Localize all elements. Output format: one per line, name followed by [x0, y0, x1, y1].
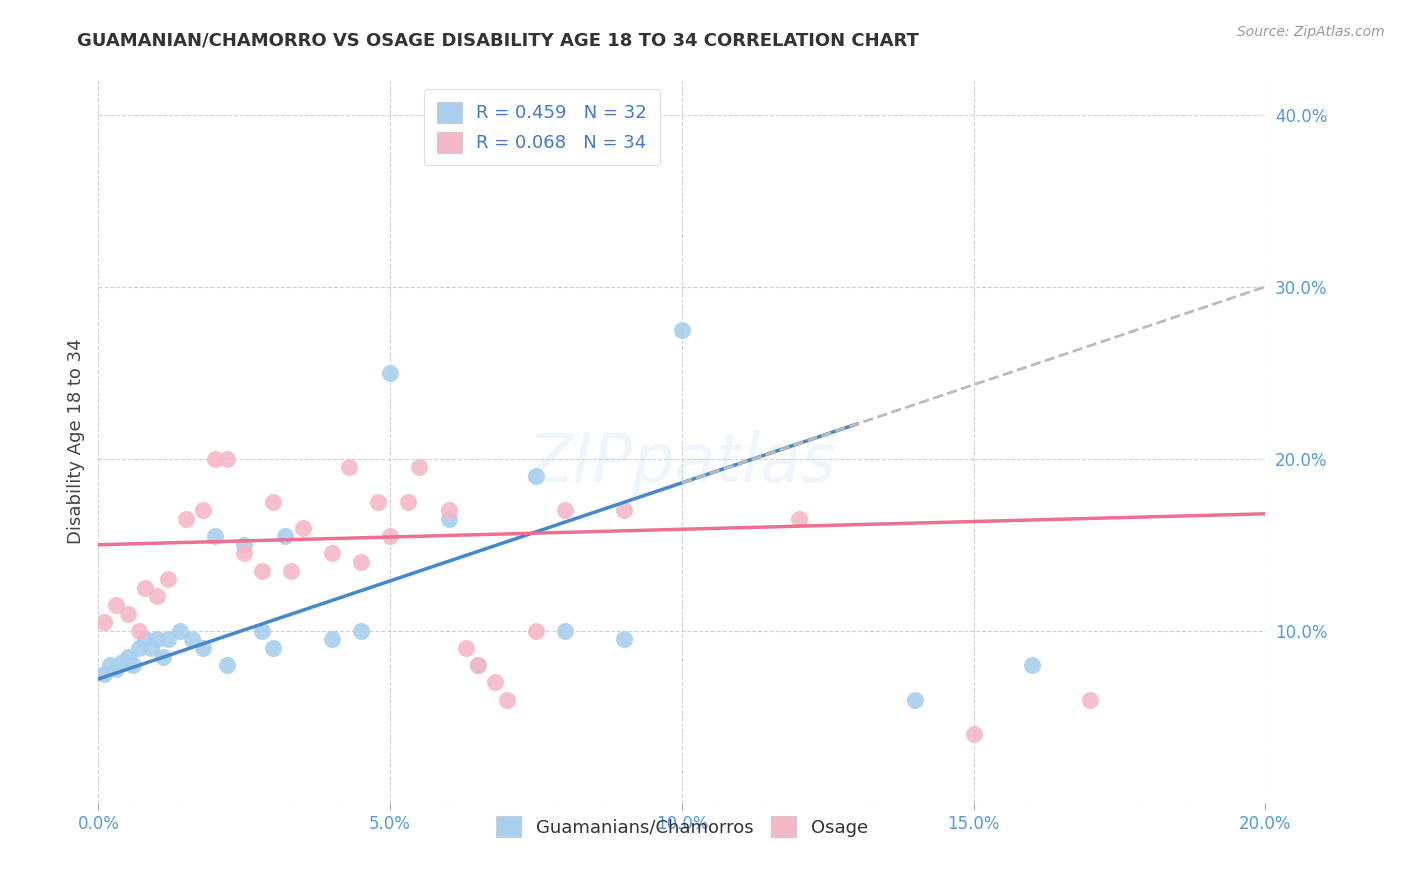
Point — [380, 366, 402, 380]
Point — [396, 494, 419, 508]
Point — [193, 640, 215, 655]
Point — [437, 512, 460, 526]
Point — [204, 451, 226, 466]
Point — [904, 692, 927, 706]
Point — [169, 624, 191, 638]
Point — [408, 460, 430, 475]
Point — [350, 624, 373, 638]
Point — [437, 503, 460, 517]
Point — [104, 598, 127, 612]
Text: Source: ZipAtlas.com: Source: ZipAtlas.com — [1237, 25, 1385, 39]
Point — [612, 632, 634, 647]
Point — [93, 615, 115, 630]
Point — [496, 692, 519, 706]
Point — [321, 632, 343, 647]
Point — [524, 624, 547, 638]
Point — [1080, 692, 1102, 706]
Point — [233, 546, 256, 560]
Point — [467, 658, 489, 673]
Point — [554, 503, 576, 517]
Point — [117, 649, 139, 664]
Point — [233, 538, 256, 552]
Point — [128, 640, 150, 655]
Point — [1021, 658, 1043, 673]
Point — [146, 632, 169, 647]
Point — [204, 529, 226, 543]
Point — [128, 624, 150, 638]
Point — [152, 649, 174, 664]
Point — [111, 655, 134, 669]
Point — [157, 632, 180, 647]
Text: GUAMANIAN/CHAMORRO VS OSAGE DISABILITY AGE 18 TO 34 CORRELATION CHART: GUAMANIAN/CHAMORRO VS OSAGE DISABILITY A… — [77, 31, 920, 49]
Y-axis label: Disability Age 18 to 34: Disability Age 18 to 34 — [66, 339, 84, 544]
Point — [467, 658, 489, 673]
Point — [193, 503, 215, 517]
Point — [134, 581, 156, 595]
Legend: Guamanians/Chamorros, Osage: Guamanians/Chamorros, Osage — [488, 809, 876, 845]
Point — [122, 658, 145, 673]
Point — [367, 494, 389, 508]
Point — [612, 503, 634, 517]
Point — [454, 640, 477, 655]
Point — [250, 564, 273, 578]
Point — [134, 632, 156, 647]
Point — [174, 512, 197, 526]
Point — [484, 675, 506, 690]
Point — [139, 640, 162, 655]
Point — [250, 624, 273, 638]
Point — [215, 658, 238, 673]
Point — [380, 529, 402, 543]
Point — [104, 662, 127, 676]
Point — [157, 572, 180, 586]
Point — [98, 658, 121, 673]
Point — [262, 494, 284, 508]
Point — [215, 451, 238, 466]
Point — [554, 624, 576, 638]
Point — [291, 520, 314, 534]
Point — [321, 546, 343, 560]
Point — [671, 323, 693, 337]
Point — [93, 666, 115, 681]
Text: ZIPpatlas: ZIPpatlas — [527, 430, 837, 496]
Point — [274, 529, 297, 543]
Point — [350, 555, 373, 569]
Point — [962, 727, 984, 741]
Point — [280, 564, 302, 578]
Point — [524, 469, 547, 483]
Point — [146, 590, 169, 604]
Point — [337, 460, 360, 475]
Point — [180, 632, 202, 647]
Point — [787, 512, 810, 526]
Point — [262, 640, 284, 655]
Point — [117, 607, 139, 621]
